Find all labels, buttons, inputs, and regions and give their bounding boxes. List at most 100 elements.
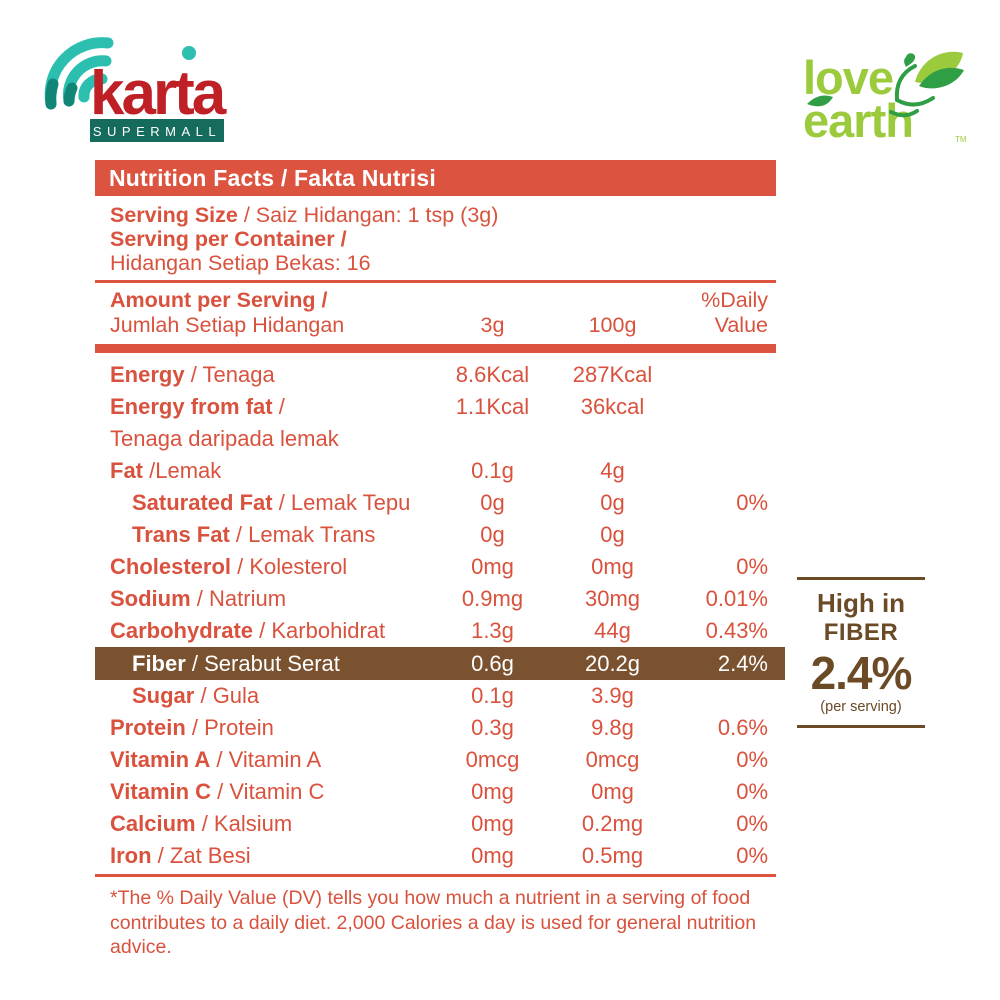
value-3g: 0mcg xyxy=(465,747,520,772)
column-header-daily-value: %Daily Value xyxy=(701,288,768,337)
love-word: love xyxy=(803,51,893,104)
nutrient-row: Vitamin C / Vitamin C 0mg 0mg 0% xyxy=(95,776,776,808)
daily-value: 0% xyxy=(736,811,768,836)
value-3g: 0mg xyxy=(471,843,514,868)
daily-value: 2.4% xyxy=(717,651,768,676)
nutrient-label: Vitamin C / Vitamin C xyxy=(110,779,325,804)
value-3g: 8.6Kcal xyxy=(455,362,530,387)
nutrient-row: Fiber / Serabut Serat 0.6g 20.2g 2.4% xyxy=(95,647,785,680)
nutrient-row: Vitamin A / Vitamin A 0mcg 0mcg 0% xyxy=(95,744,776,776)
serving-info: Serving Size / Saiz Hidangan: 1 tsp (3g)… xyxy=(95,196,776,280)
value-100g: 44g xyxy=(594,618,631,643)
value-100g: 30mg xyxy=(584,586,641,611)
nutrient-row: Calcium / Kalsium 0mg 0.2mg 0% xyxy=(95,808,776,840)
value-100g: 0mcg xyxy=(585,747,640,772)
nutrient-label: Carbohydrate / Karbohidrat xyxy=(110,618,386,643)
nutrient-label: Protein / Protein xyxy=(110,715,274,740)
nutrient-label: Cholesterol / Kolesterol xyxy=(110,554,348,579)
daily-value: 0.43% xyxy=(705,618,768,643)
nutrient-row: Saturated Fat / Lemak Tepu 0g 0g 0% xyxy=(95,487,776,519)
value-100g: 0g xyxy=(600,490,625,515)
value-3g: 0.1g xyxy=(471,458,514,483)
supermall-badge xyxy=(90,119,224,142)
nutrient-row: Cholesterol / Kolesterol 0mg 0mg 0% xyxy=(95,551,776,583)
value-100g: 9.8g xyxy=(591,715,634,740)
daily-value: 0.01% xyxy=(705,586,768,611)
value-3g: 0g xyxy=(480,490,505,515)
karta-swirl-icon: karta SUPERMALL xyxy=(44,37,230,142)
callout-per-serving-note: (per serving) xyxy=(820,699,902,715)
value-3g: 0.1g xyxy=(471,683,514,708)
nutrition-facts-title: Nutrition Facts / Fakta Nutrisi xyxy=(95,160,776,196)
divider-thick xyxy=(95,344,776,353)
serving-size-line: Serving Size / Saiz Hidangan: 1 tsp (3g) xyxy=(110,203,499,227)
daily-value: 0% xyxy=(736,843,768,868)
nutrient-row: Energy from fat / Tenaga daripada lemak 1.… xyxy=(95,391,776,455)
divider-thin xyxy=(95,280,776,283)
karta-tagline: SUPERMALL xyxy=(93,124,221,139)
nutrient-label: Trans Fat / Lemak Trans xyxy=(132,522,376,547)
serving-per-container-line: Serving per Container / xyxy=(110,227,347,251)
trademark-mark: TM xyxy=(955,135,967,144)
value-100g: 0mg xyxy=(591,779,634,804)
nutrient-row: Trans Fat / Lemak Trans 0g 0g xyxy=(95,519,776,551)
callout-percentage: 2.4% xyxy=(810,647,913,699)
karta-wordmark: karta xyxy=(90,59,227,128)
nutrition-rows: Energy / Tenaga 8.6Kcal 287Kcal Energy from… xyxy=(95,353,785,872)
karta-logo: karta SUPERMALL xyxy=(38,34,230,149)
nutrient-label: Energy from fat / Tenaga daripada lemak xyxy=(95,391,435,455)
value-100g: 0.2mg xyxy=(581,811,644,836)
daily-value-footnote: *The % Daily Value (DV) tells you how mu… xyxy=(110,887,757,958)
nutrient-label: Fiber / Serabut Serat xyxy=(132,651,340,676)
high-in-fiber-callout: High in FIBER 2.4% (per serving) xyxy=(797,577,925,728)
nutrient-label: Calcium / Kalsium xyxy=(110,811,293,836)
value-3g: 0.6g xyxy=(471,651,514,676)
bird-icon xyxy=(889,51,964,118)
value-3g: 0g xyxy=(480,522,505,547)
value-3g: 0.3g xyxy=(471,715,514,740)
daily-value: 0% xyxy=(736,747,768,772)
value-100g: 287Kcal xyxy=(572,362,653,387)
love-earth-logo: love earth TM xyxy=(803,42,968,149)
value-100g: 4g xyxy=(600,458,625,483)
value-3g: 0mg xyxy=(471,779,514,804)
daily-value: 0.6% xyxy=(717,715,768,740)
nutrient-row: Sodium / Natrium 0.9mg 30mg 0.01% xyxy=(95,583,776,615)
column-header-100g: 100g xyxy=(588,313,637,337)
nutrient-label: Fat /Lemak xyxy=(110,458,222,483)
nutrient-row: Carbohydrate / Karbohidrat 1.3g 44g 0.43% xyxy=(95,615,776,647)
nutrient-label: Sodium / Natrium xyxy=(110,586,287,611)
daily-value: 0% xyxy=(736,554,768,579)
nutrient-row: Energy / Tenaga 8.6Kcal 287Kcal xyxy=(95,359,776,391)
daily-value: 0% xyxy=(736,490,768,515)
callout-high-in: High in xyxy=(816,588,906,618)
value-100g: 0g xyxy=(600,522,625,547)
heart-icon xyxy=(904,53,916,67)
nutrient-row: Fat /Lemak 0.1g 4g xyxy=(95,455,776,487)
nutrient-label: Energy / Tenaga xyxy=(110,362,275,387)
value-3g: 1.3g xyxy=(471,618,514,643)
nutrient-label: Saturated Fat / Lemak Tepu xyxy=(132,490,411,515)
value-100g: 0.5mg xyxy=(581,843,644,868)
value-100g: 36kcal xyxy=(580,394,645,419)
value-3g: 0mg xyxy=(471,554,514,579)
nutrient-label: Iron / Zat Besi xyxy=(110,843,251,868)
value-100g: 0mg xyxy=(591,554,634,579)
value-100g: 20.2g xyxy=(584,651,641,676)
value-3g: 0mg xyxy=(471,811,514,836)
leaf-icon xyxy=(807,95,833,107)
love-earth-bird-icon: love earth TM xyxy=(803,51,967,147)
daily-value: 0% xyxy=(736,779,768,804)
nutrient-label-continued: Tenaga daripada lemak xyxy=(110,426,339,451)
nutrient-row: Protein / Protein 0.3g 9.8g 0.6% xyxy=(95,712,776,744)
value-3g: 1.1Kcal xyxy=(455,394,530,419)
amount-per-serving-header: Amount per Serving / Jumlah Setiap Hidan… xyxy=(95,283,776,344)
callout-fiber: FIBER xyxy=(823,619,899,646)
serving-per-container-malay: Hidangan Setiap Bekas: 16 xyxy=(110,251,371,275)
nutrient-label: Vitamin A / Vitamin A xyxy=(110,747,322,772)
nutrient-row: Iron / Zat Besi 0mg 0.5mg 0% xyxy=(95,840,776,872)
nutrient-row: Sugar / Gula 0.1g 3.9g xyxy=(95,680,776,712)
karta-dot-icon xyxy=(182,46,196,60)
nutrition-label: Nutrition Facts / Fakta Nutrisi Serving … xyxy=(95,160,785,960)
footer-divider xyxy=(95,874,776,877)
